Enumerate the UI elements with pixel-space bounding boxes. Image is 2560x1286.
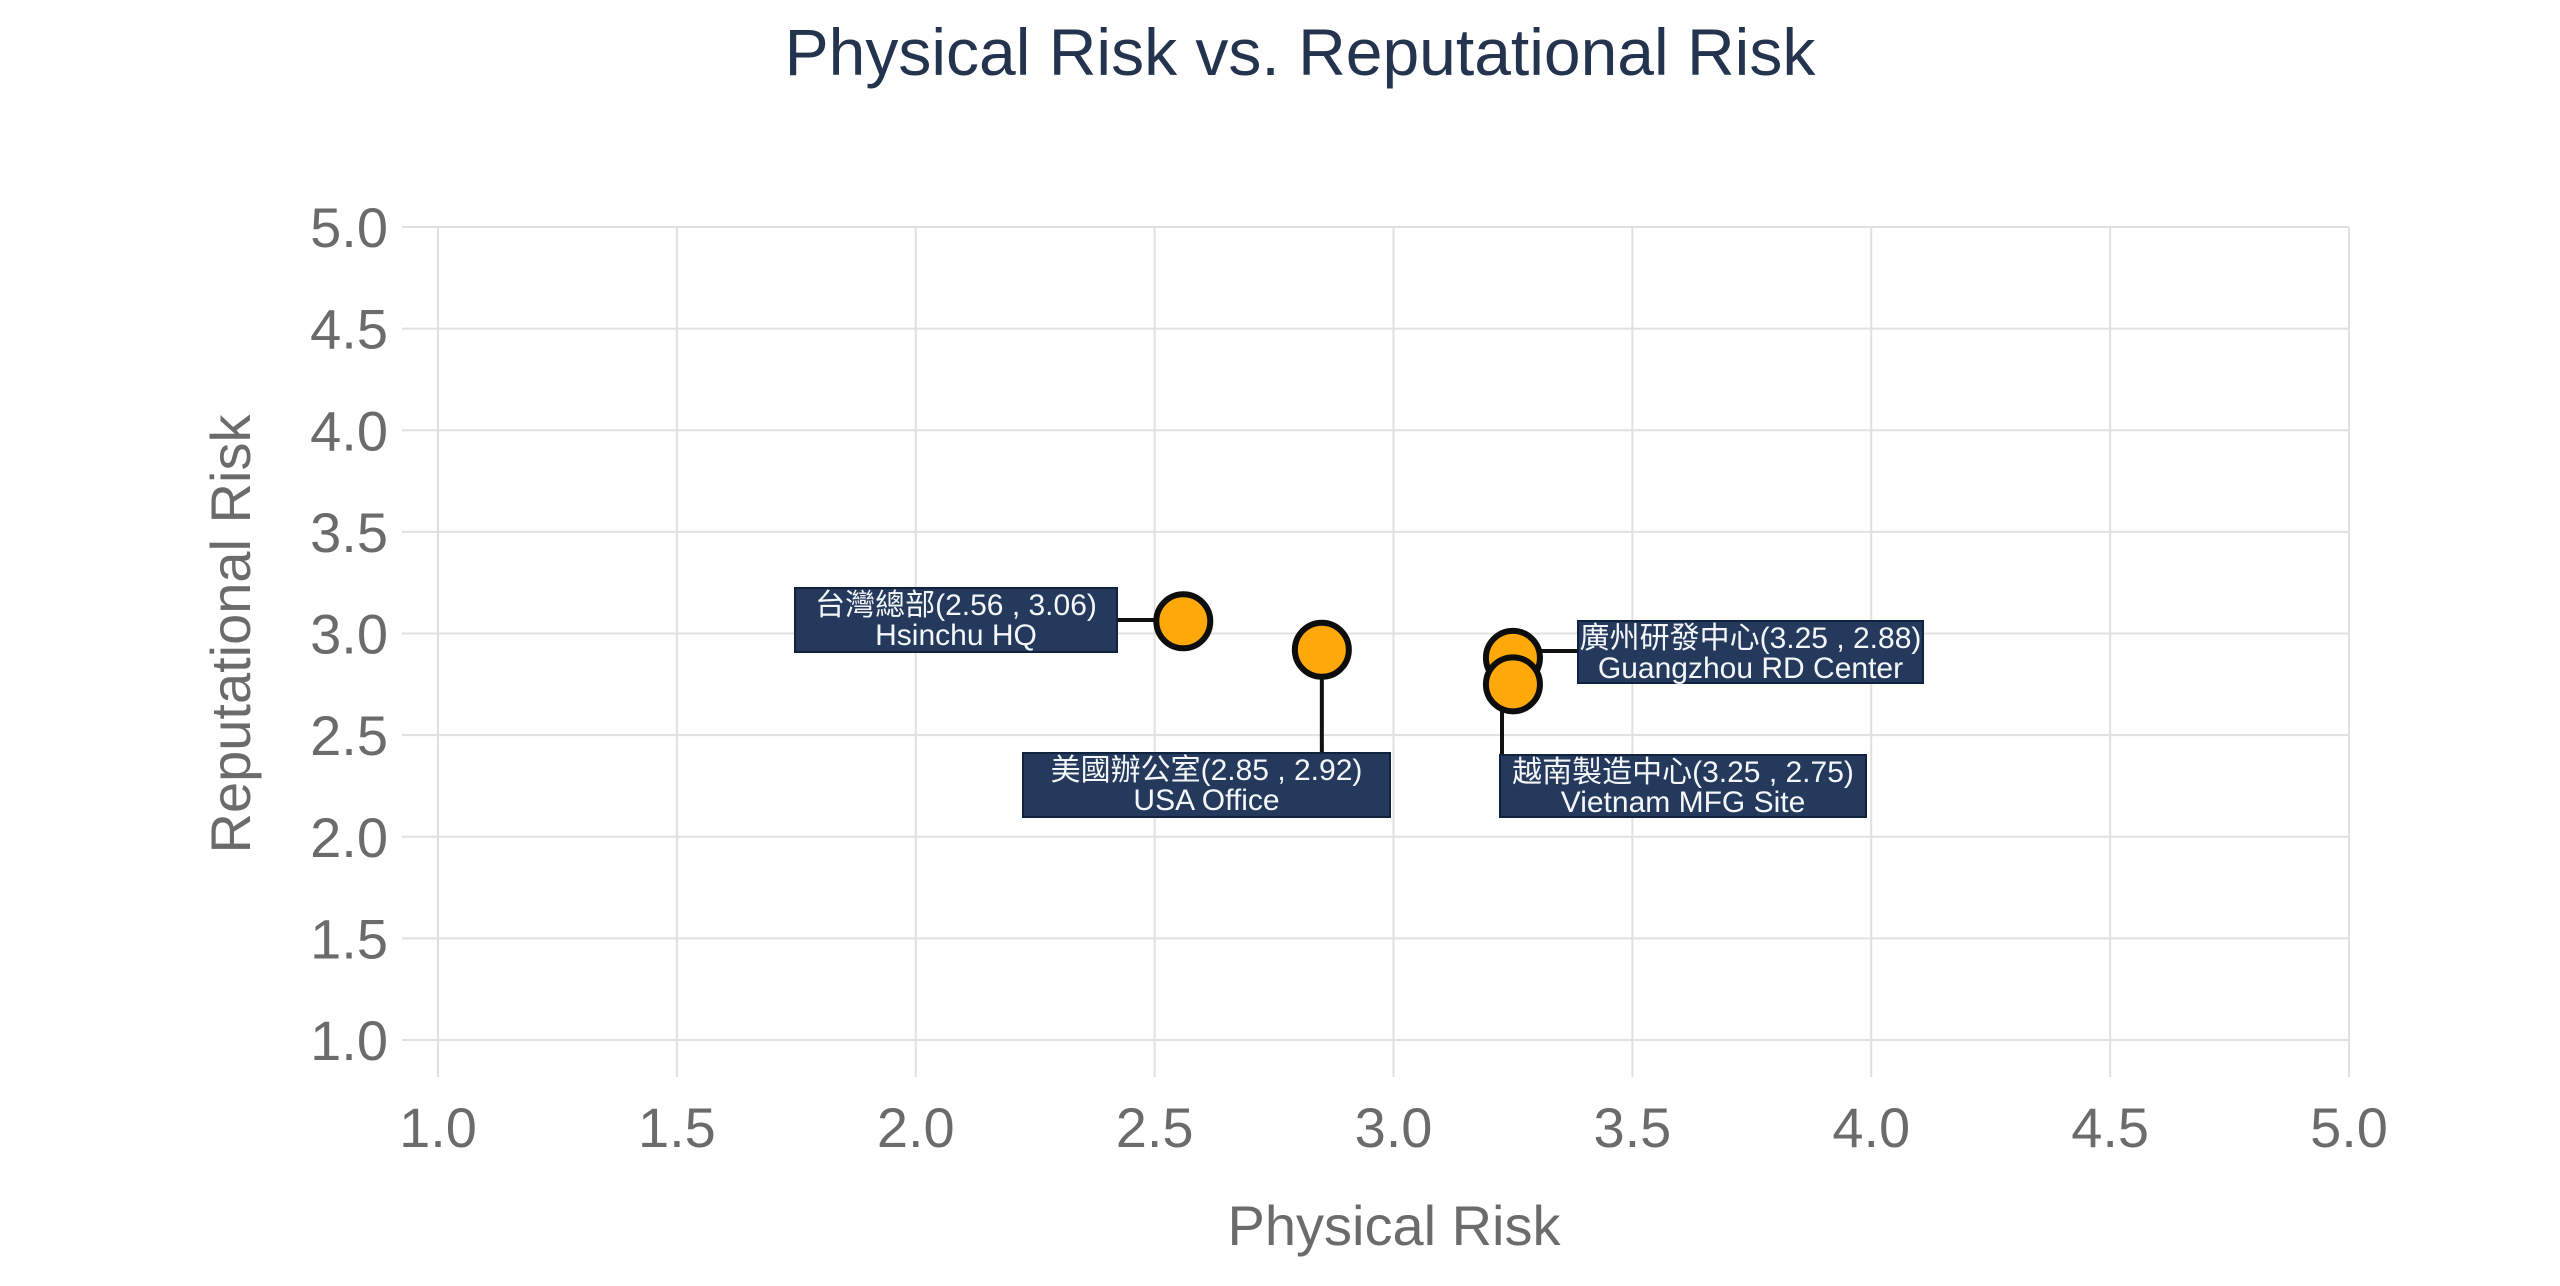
data-label-line1: 台灣總部(2.56 , 3.06): [815, 589, 1097, 622]
x-tick-label: 1.5: [638, 1096, 716, 1159]
y-tick-label: 4.0: [310, 399, 388, 462]
data-label-line1: 越南製造中心(3.25 , 2.75): [1512, 756, 1854, 789]
data-label-line1: 美國辦公室(2.85 , 2.92): [1051, 754, 1363, 787]
y-axis-title: Reputational Risk: [199, 414, 262, 854]
y-tick-label: 1.5: [310, 907, 388, 970]
data-label-line2: Vietnam MFG Site: [1561, 786, 1806, 819]
data-label-line2: USA Office: [1133, 784, 1279, 817]
x-tick-label: 3.0: [1355, 1096, 1433, 1159]
y-tick-label: 3.5: [310, 501, 388, 564]
x-tick-label: 2.5: [1116, 1096, 1194, 1159]
y-tick-label: 2.5: [310, 704, 388, 767]
x-tick-label: 4.5: [2071, 1096, 2149, 1159]
data-point-markers: [1153, 591, 1543, 715]
y-tick-label: 3.0: [310, 603, 388, 666]
x-tick-label: 1.0: [399, 1096, 477, 1159]
y-tick-label: 2.0: [310, 806, 388, 869]
chart-title: Physical Risk vs. Reputational Risk: [784, 15, 1816, 89]
x-tick-label: 4.0: [1832, 1096, 1910, 1159]
tick-labels: 5.0 4.5 4.0 3.5 3.0 2.5 2.0 1.5 1.01.0 1.5 2.0 2.5 3…: [310, 196, 2388, 1159]
gridlines: [402, 226, 2350, 1077]
y-tick-label: 5.0: [310, 196, 388, 259]
x-tick-label: 3.5: [1593, 1096, 1671, 1159]
data-label-line2: Hsinchu HQ: [875, 619, 1037, 652]
x-tick-label: 5.0: [2310, 1096, 2388, 1159]
data-label-box: [1022, 752, 1391, 818]
x-tick-label: 2.0: [877, 1096, 955, 1159]
data-label-boxes: 台灣總部(2.56 , 3.06)Hsinchu HQ 美國辦公室(2.85 , …: [794, 587, 1924, 819]
scatter-point-usa-office[interactable]: [1291, 619, 1352, 680]
data-label-line2: Guangzhou RD Center: [1598, 652, 1903, 685]
data-label-box: [794, 587, 1118, 653]
data-label-line1: 廣州研發中心(3.25 , 2.88): [1580, 622, 1922, 655]
scatter-point-vietnam-mfg-site[interactable]: [1482, 654, 1543, 715]
data-label-box: [1577, 620, 1924, 684]
y-tick-label: 4.5: [310, 298, 388, 361]
y-tick-label: 1.0: [310, 1009, 388, 1072]
x-axis-title: Physical Risk: [1228, 1194, 1562, 1257]
scatter-point-hsinchu-hq[interactable]: [1153, 591, 1214, 652]
data-label-box: [1499, 754, 1867, 818]
